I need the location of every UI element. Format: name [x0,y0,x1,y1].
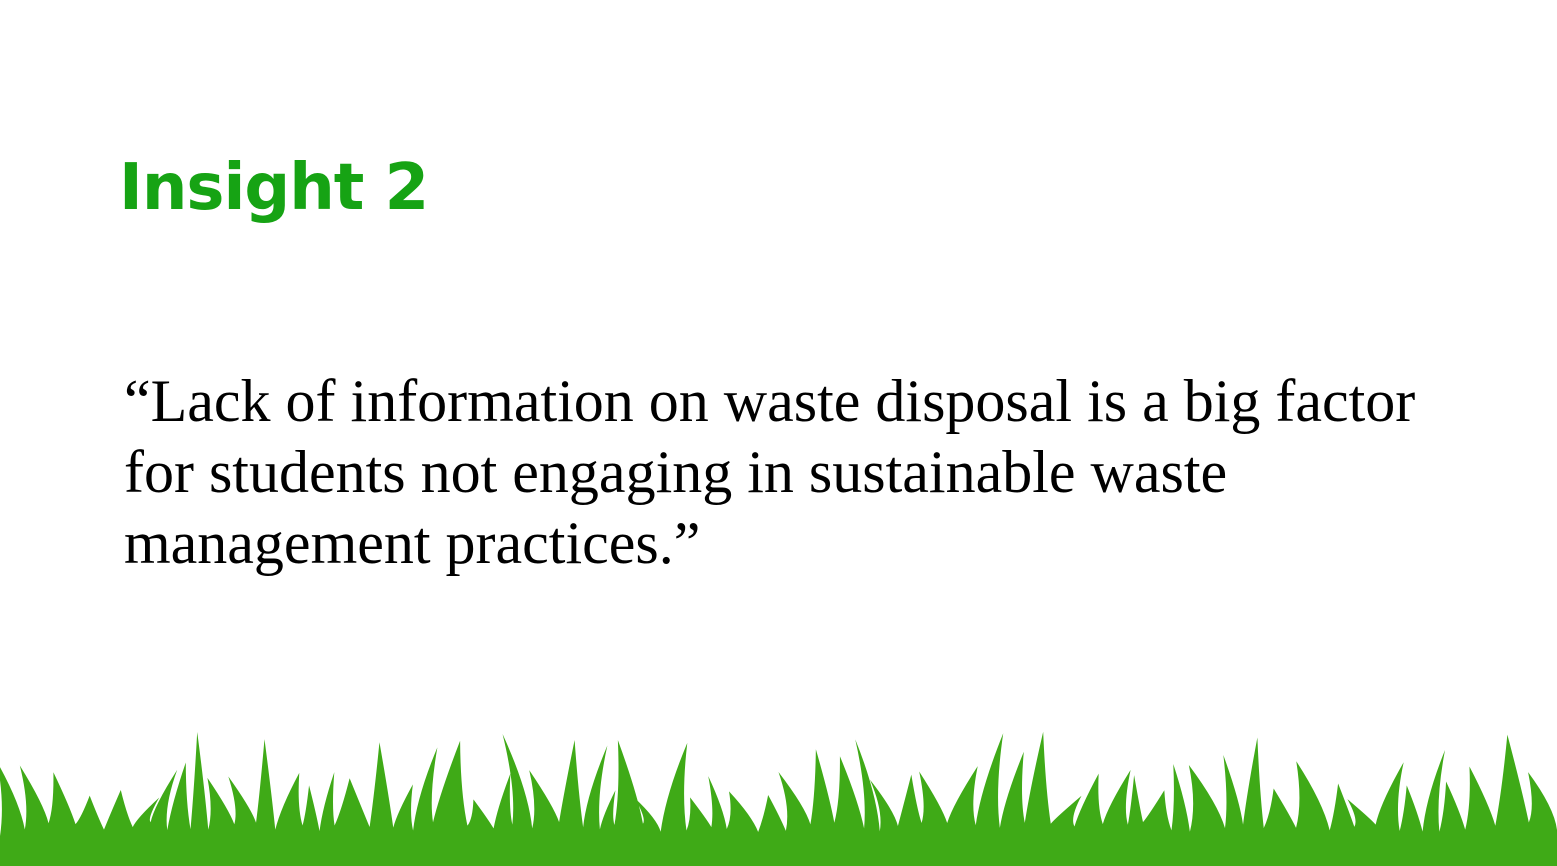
grass-border-illustration [0,731,1557,866]
slide-title: Insight 2 [119,151,429,225]
insight-quote: “Lack of information on waste disposal i… [124,368,1416,576]
